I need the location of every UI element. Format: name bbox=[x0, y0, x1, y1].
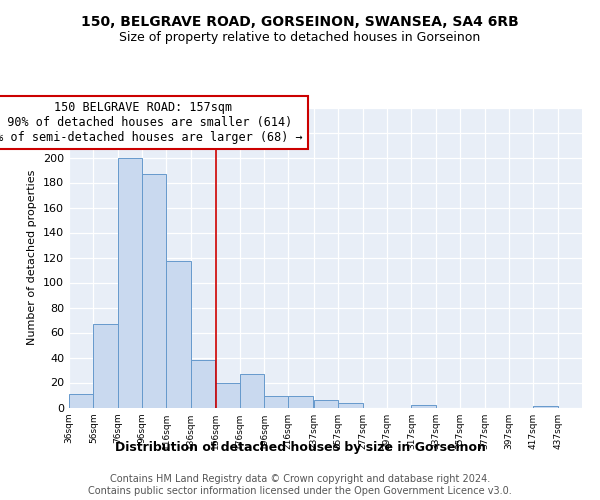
Text: Distribution of detached houses by size in Gorseinon: Distribution of detached houses by size … bbox=[115, 441, 485, 454]
Bar bbox=[166, 261, 191, 408]
Bar bbox=[142, 174, 166, 408]
Text: Size of property relative to detached houses in Gorseinon: Size of property relative to detached ho… bbox=[119, 31, 481, 44]
Bar bbox=[412, 405, 436, 407]
Text: Contains HM Land Registry data © Crown copyright and database right 2024.
Contai: Contains HM Land Registry data © Crown c… bbox=[88, 474, 512, 496]
Bar bbox=[264, 396, 289, 407]
Bar bbox=[338, 402, 362, 407]
Bar bbox=[314, 400, 338, 407]
Bar bbox=[191, 360, 215, 408]
Text: 150 BELGRAVE ROAD: 157sqm
← 90% of detached houses are smaller (614)
10% of semi: 150 BELGRAVE ROAD: 157sqm ← 90% of detac… bbox=[0, 101, 303, 144]
Bar bbox=[118, 158, 142, 408]
Text: 150, BELGRAVE ROAD, GORSEINON, SWANSEA, SA4 6RB: 150, BELGRAVE ROAD, GORSEINON, SWANSEA, … bbox=[81, 16, 519, 30]
Bar bbox=[215, 382, 239, 407]
Bar bbox=[94, 324, 118, 407]
Bar bbox=[289, 396, 313, 407]
Bar bbox=[239, 374, 264, 408]
Bar bbox=[69, 394, 94, 407]
Y-axis label: Number of detached properties: Number of detached properties bbox=[28, 170, 37, 345]
Bar bbox=[533, 406, 557, 407]
